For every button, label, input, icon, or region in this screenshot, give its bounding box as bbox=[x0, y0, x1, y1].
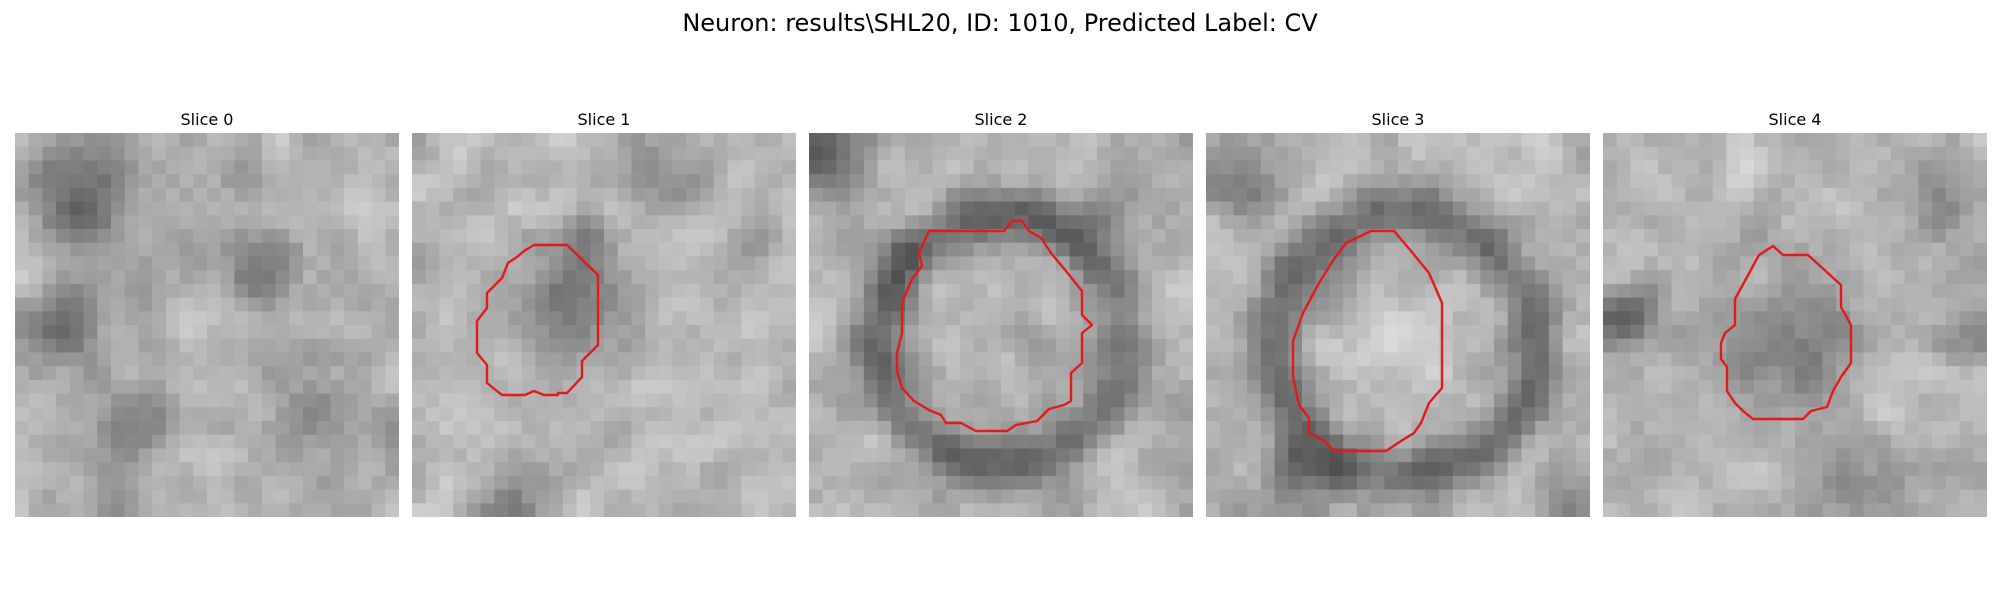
slice-image-0 bbox=[15, 133, 399, 517]
slice-title: Slice 1 bbox=[412, 108, 796, 132]
slice-title: Slice 0 bbox=[15, 108, 399, 132]
slice-title: Slice 2 bbox=[809, 108, 1193, 132]
figure-title: Neuron: results\SHL20, ID: 1010, Predict… bbox=[0, 6, 2000, 40]
slice-panel-4: Slice 4 bbox=[1603, 108, 1987, 517]
slice-panel-2: Slice 2 bbox=[809, 108, 1193, 517]
slice-panel-1: Slice 1 bbox=[412, 108, 796, 517]
slice-panel-0: Slice 0 bbox=[15, 108, 399, 517]
slice-title: Slice 3 bbox=[1206, 108, 1590, 132]
slice-image-2 bbox=[809, 133, 1193, 517]
slice-image-1 bbox=[412, 133, 796, 517]
slice-image-3 bbox=[1206, 133, 1590, 517]
slice-title: Slice 4 bbox=[1603, 108, 1987, 132]
slice-panel-3: Slice 3 bbox=[1206, 108, 1590, 517]
slice-image-4 bbox=[1603, 133, 1987, 517]
